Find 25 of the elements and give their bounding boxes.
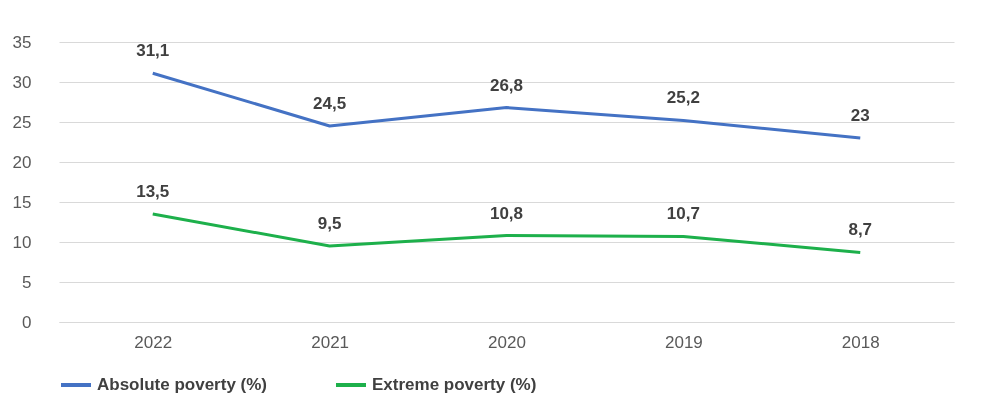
y-tick-label: 15 xyxy=(12,192,32,212)
x-tick-label: 2021 xyxy=(311,332,350,352)
y-tick-label: 20 xyxy=(12,152,32,172)
x-tick-label: 2022 xyxy=(134,332,173,352)
x-tick-label: 2019 xyxy=(664,332,703,352)
y-tick-label: 5 xyxy=(22,272,32,292)
data-label: 25,2 xyxy=(666,88,700,108)
data-label: 10,8 xyxy=(489,203,524,223)
y-tick-label: 10 xyxy=(12,232,32,252)
y-tick-label: 0 xyxy=(22,312,32,332)
data-label: 10,7 xyxy=(666,204,700,224)
data-label: 8,7 xyxy=(848,220,873,240)
data-label: 13,5 xyxy=(136,182,170,201)
data-label: 9,5 xyxy=(317,214,342,233)
data-label: 31,1 xyxy=(136,41,170,61)
legend-label: Absolute poverty (%) xyxy=(97,375,268,394)
data-label: 23 xyxy=(850,106,870,125)
legend-label: Extreme poverty (%) xyxy=(372,375,537,394)
y-tick-label: 35 xyxy=(12,32,32,52)
x-tick-label: 2020 xyxy=(488,332,526,352)
data-label: 26,8 xyxy=(489,75,524,95)
x-tick-label: 2018 xyxy=(841,332,880,352)
data-label: 24,5 xyxy=(313,94,347,113)
y-tick-label: 25 xyxy=(12,112,32,132)
y-tick-label: 30 xyxy=(12,72,32,92)
